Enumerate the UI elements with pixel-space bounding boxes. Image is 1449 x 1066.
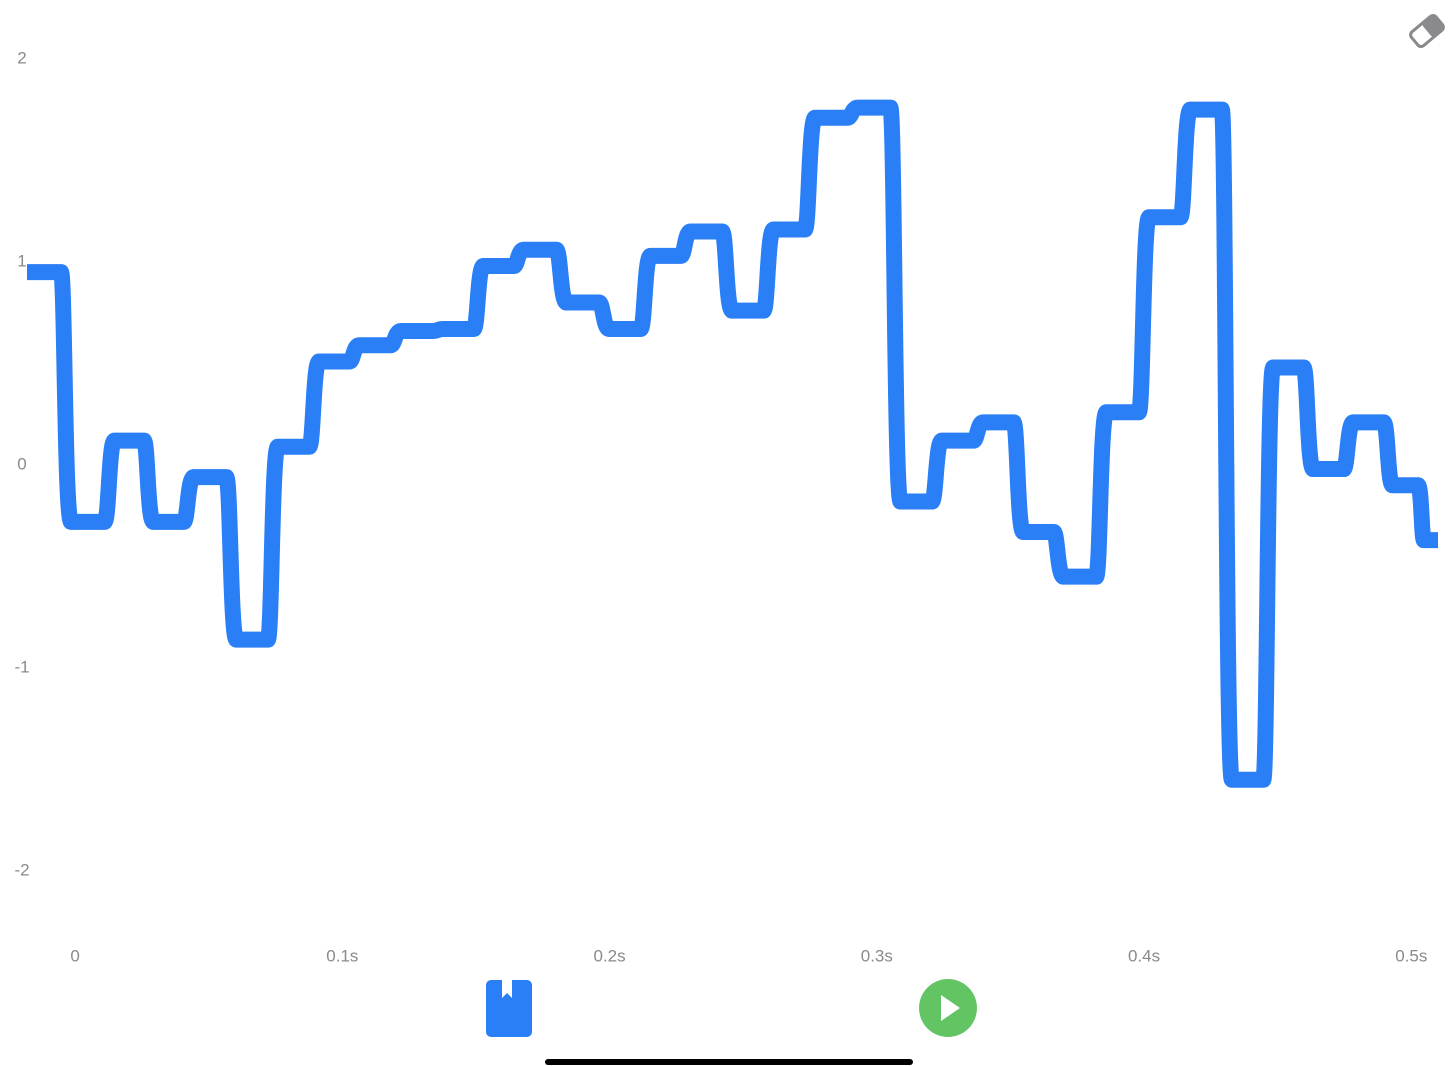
- eraser-icon-tip: [1422, 15, 1444, 37]
- eraser-icon: [1409, 13, 1445, 49]
- home-indicator: [545, 1059, 913, 1065]
- y-tick-label: 1: [17, 251, 26, 270]
- data-line: [27, 99, 1445, 788]
- y-tick-label: 0: [17, 454, 26, 473]
- y-tick-label: -1: [14, 658, 29, 677]
- x-tick-label: 0.2s: [594, 946, 626, 965]
- x-tick-label: 0.5s: [1395, 946, 1427, 965]
- bookmark-button[interactable]: [486, 980, 532, 1037]
- y-tick-label: 2: [17, 48, 26, 67]
- x-tick-label: 0.4s: [1128, 946, 1160, 965]
- eraser-button[interactable]: [1409, 13, 1445, 49]
- x-tick-label: 0.3s: [861, 946, 893, 965]
- play-button[interactable]: [919, 979, 977, 1037]
- x-tick-label: 0: [70, 946, 79, 965]
- x-tick-label: 0.1s: [326, 946, 358, 965]
- y-tick-label: -2: [14, 861, 29, 880]
- play-icon: [941, 995, 960, 1021]
- bookmark-icon: [486, 980, 532, 1037]
